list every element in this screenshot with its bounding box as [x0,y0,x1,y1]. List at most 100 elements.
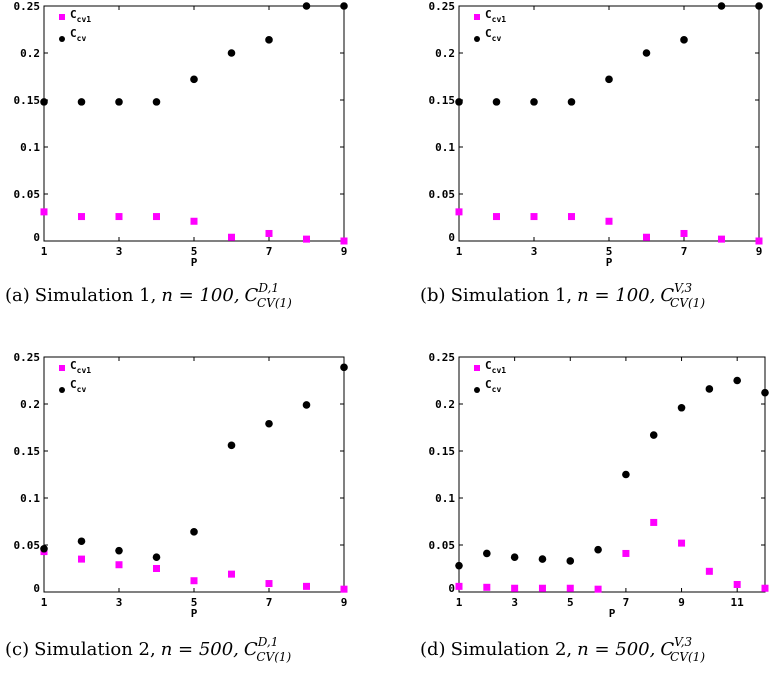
ccv-point [510,553,519,562]
y-tick-label: 0.05 [14,539,41,552]
ccv1-point [705,567,713,575]
caption-symbol: C [245,285,259,306]
legend-ccv-main: C [70,27,77,40]
ccv1-point [455,208,463,216]
ccv-point [594,545,602,554]
x-axis-label: P [191,256,198,269]
legend-ccv-marker [59,387,65,393]
legend-ccv1-label: Ccv1 [485,359,506,375]
ccv1-point [265,229,273,237]
ccv-point [265,419,273,428]
ccv-point [538,555,547,563]
y-tick-label: 0.2 [435,398,455,411]
y-tick-label: 0.15 [429,445,456,458]
ccv1-point [493,213,500,221]
ccv-point [705,385,714,393]
caption-label: (c) [5,639,29,660]
caption-text: Simulation 1, [35,285,157,306]
y-tick-label: 0.2 [435,47,455,60]
ccv1-point [530,213,538,221]
y-tick-label: 0 [33,231,40,244]
ccv1-point [511,584,519,592]
plot-area [458,5,760,242]
ccv1-point [566,584,574,592]
legend-ccv1-sub: cv1 [492,15,507,24]
ccv-point [761,388,769,397]
y-tick-label: 0.15 [429,94,456,107]
x-tick-label: 7 [623,596,630,609]
legend-ccv1-sub: cv1 [492,366,507,375]
ccv-point [77,98,86,106]
caption-symbol: C [244,639,258,660]
ccv-point [115,546,123,555]
x-tick-label: 9 [341,245,348,258]
legend-ccv1-marker [474,14,480,20]
ccv1-point [153,213,160,221]
ccv1-point [40,208,48,216]
legend-ccv-sub: cv [492,34,502,43]
legend-ccv-marker [474,36,480,42]
legend-ccv1-marker [59,365,65,371]
ccv1-point [483,583,491,591]
legend-ccv1-marker [59,14,65,20]
caption-1: (a) Simulation 1, n = 100, CD,1 CV(1) [5,281,292,310]
ccv-point [340,2,348,10]
caption-superscript: D,1 [257,635,279,649]
ccv1-point [115,213,123,221]
x-axis-label: P [606,256,613,269]
y-tick-label: 0.2 [20,47,40,60]
y-tick-label: 0 [448,582,455,595]
x-tick-label: 7 [681,245,688,258]
caption-superscript: D,1 [257,281,279,295]
ccv-point [77,537,86,546]
ccv-point [733,376,741,385]
x-tick-label: 11 [731,596,745,609]
legend-ccv1-label: Ccv1 [70,8,91,24]
ccv-point [265,36,273,44]
x-tick-label: 9 [756,245,763,258]
x-tick-label: 3 [531,245,538,258]
legend-ccv-label: Ccv [485,378,501,394]
ccv-point [717,2,726,10]
y-tick-label: 0.05 [429,188,456,201]
y-tick-label: 0.05 [14,188,41,201]
x-tick-label: 1 [456,245,463,258]
legend-ccv-sub: cv [77,385,87,394]
legend-ccv-label: Ccv [485,27,501,43]
legend-ccv-marker [59,36,65,42]
ccv-point [302,2,311,10]
ccv-point [190,75,198,84]
x-tick-label: 3 [116,596,123,609]
x-tick-label: 5 [567,596,574,609]
legend-ccv-sub: cv [492,385,502,394]
ccv1-point [265,580,273,588]
caption-label: (d) [420,639,446,660]
ccv-point [340,363,348,372]
legend-ccv1-sub: cv1 [77,366,92,375]
caption-symbol: C [660,285,674,306]
x-tick-label: 9 [341,596,348,609]
x-tick-label: 7 [266,245,273,258]
ccv-point [115,98,123,106]
ccv-point [492,98,501,106]
legend-ccv1-main: C [485,8,492,21]
caption-2: (b) Simulation 1, n = 100, CV,3 CV(1) [420,281,705,310]
x-tick-label: 7 [266,596,273,609]
ccv-point [649,431,658,439]
caption-n: n = 500, [577,639,655,660]
y-tick-label: 0.05 [429,539,456,552]
y-tick-label: 0 [33,582,40,595]
x-tick-label: 1 [456,596,463,609]
legend-ccv1-label: Ccv1 [70,359,91,375]
ccv1-point [340,237,348,245]
x-tick-label: 3 [116,245,123,258]
ccv-point [677,403,686,412]
ccv1-point [718,235,725,243]
x-tick-label: 1 [41,245,48,258]
x-tick-label: 5 [606,245,613,258]
legend-ccv-sub: cv [77,34,87,43]
ccv1-point [622,549,630,557]
